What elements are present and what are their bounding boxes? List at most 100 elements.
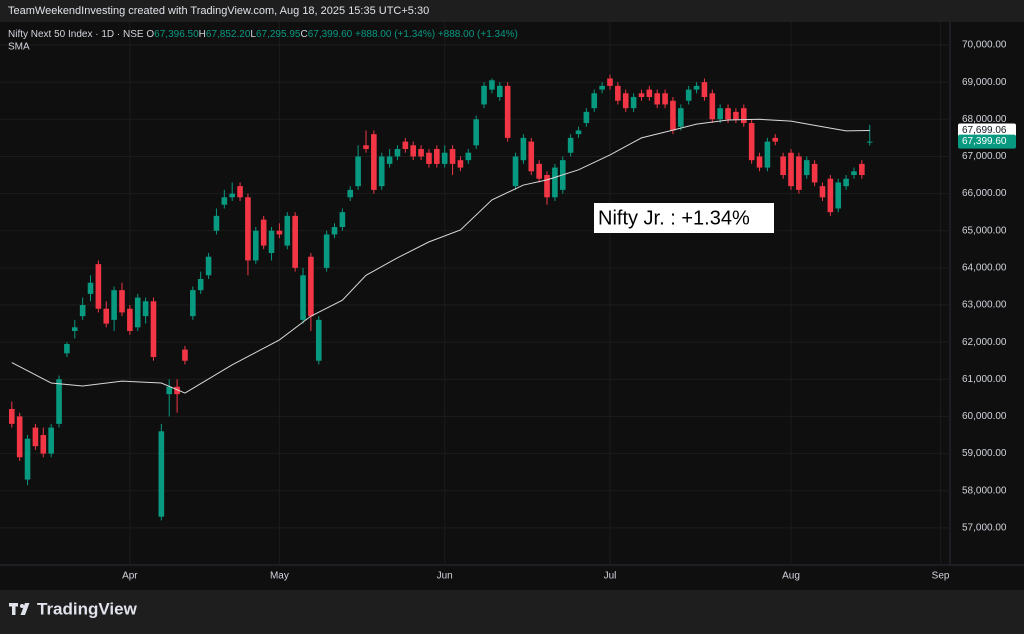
candle-body — [496, 85, 503, 98]
x-tick-label: May — [270, 571, 289, 582]
y-tick-label: 57,000.00 — [962, 522, 1007, 533]
candle-body — [378, 156, 385, 187]
candle-body — [402, 141, 409, 150]
candle-body — [725, 108, 731, 120]
candle-body — [796, 156, 802, 190]
candle-body — [733, 111, 739, 120]
candle-body — [292, 215, 298, 268]
y-tick-label: 69,000.00 — [962, 77, 1007, 88]
candle-body — [205, 256, 212, 276]
candle-body — [111, 290, 117, 320]
brand: TradingView — [37, 599, 138, 618]
candle-body — [221, 197, 228, 205]
candle-body — [213, 215, 220, 231]
annotation-box — [594, 203, 774, 233]
candle-body — [481, 85, 487, 105]
candle-body — [182, 349, 188, 361]
y-tick-label: 63,000.00 — [962, 300, 1007, 311]
candle-body — [827, 178, 834, 213]
candle-body — [127, 308, 133, 332]
candle-body — [567, 137, 574, 153]
y-tick-label: 66,000.00 — [962, 188, 1007, 199]
candle-body — [95, 264, 102, 309]
candle-body — [654, 93, 661, 105]
candle-body — [803, 160, 810, 176]
candle-body — [434, 149, 440, 164]
candle-body — [512, 156, 519, 187]
candle-body — [426, 152, 432, 164]
sma-line — [11, 118, 870, 394]
footer-bar — [0, 590, 1024, 634]
candle-body — [410, 145, 417, 157]
candle-body — [237, 186, 243, 198]
y-tick-label: 68,000.00 — [962, 114, 1007, 125]
y-tick-label: 62,000.00 — [962, 337, 1007, 348]
candle-body — [748, 123, 755, 161]
x-tick-label: Aug — [782, 571, 800, 582]
y-tick-label: 58,000.00 — [962, 485, 1007, 496]
candle-body — [40, 435, 47, 454]
candle-body — [371, 134, 377, 190]
candle-body — [489, 80, 495, 90]
candle-body — [284, 215, 291, 246]
candle-body — [457, 160, 464, 168]
candle-body — [166, 386, 173, 395]
y-tick-label: 70,000.00 — [962, 40, 1007, 51]
legend-value: 67,852.20 — [206, 29, 251, 40]
legend-key: O — [146, 29, 154, 40]
candle-body — [394, 149, 401, 157]
candle-body — [788, 152, 794, 187]
candle-body — [544, 175, 550, 198]
candle-body — [386, 156, 393, 164]
candle-body — [685, 89, 692, 101]
candle-body — [64, 344, 70, 354]
candle-body — [504, 85, 511, 138]
candle-body — [835, 182, 842, 209]
candle-body — [630, 97, 637, 109]
candle-body — [678, 108, 684, 127]
legend-change: +888.00 (+1.34%) — [438, 29, 518, 40]
candle-body — [583, 111, 590, 124]
y-tick-label: 64,000.00 — [962, 263, 1007, 274]
candle-body — [709, 93, 716, 120]
candle-body — [331, 227, 338, 235]
candle-body — [756, 156, 763, 168]
legend: Nifty Next 50 Index · 1D · NSE O67,396.5… — [8, 29, 518, 53]
candle-body — [701, 82, 708, 98]
candle-body — [71, 327, 78, 332]
candle-body — [363, 145, 369, 150]
x-tick-label: Sep — [932, 571, 950, 582]
candle-body — [717, 108, 723, 120]
candle-body — [591, 93, 598, 109]
candle-body — [347, 189, 354, 198]
candle-body — [764, 141, 771, 168]
candle-body — [772, 137, 779, 142]
candle-body — [9, 409, 15, 424]
candle-body — [32, 427, 39, 447]
candle-body — [662, 93, 668, 105]
candle-body — [859, 163, 865, 176]
candle-body — [300, 275, 306, 320]
candle-body — [245, 197, 251, 261]
header-bar — [0, 0, 1024, 22]
y-tick-label: 65,000.00 — [962, 225, 1007, 236]
plot — [9, 74, 873, 521]
candle-body — [843, 178, 849, 187]
candle-body — [552, 167, 558, 198]
legend-line: Nifty Next 50 Index · 1D · NSE O67,396.5… — [8, 29, 518, 40]
candle-body — [520, 137, 527, 161]
price-label: 67,699.06 — [962, 125, 1007, 136]
candle-body — [174, 386, 180, 395]
candle-body — [268, 230, 275, 254]
x-tick-label: Jul — [604, 571, 617, 582]
candle-body — [229, 193, 235, 198]
candle-body — [418, 149, 424, 157]
price-label: 67,399.60 — [962, 136, 1007, 147]
candle-body — [323, 234, 330, 268]
candle-body — [780, 156, 786, 176]
y-tick-label: 60,000.00 — [962, 411, 1007, 422]
candle-body — [56, 379, 62, 424]
annotation: Nifty Jr. : +1.34% — [598, 207, 750, 229]
candle-body — [315, 319, 322, 361]
candle-body — [441, 152, 448, 164]
